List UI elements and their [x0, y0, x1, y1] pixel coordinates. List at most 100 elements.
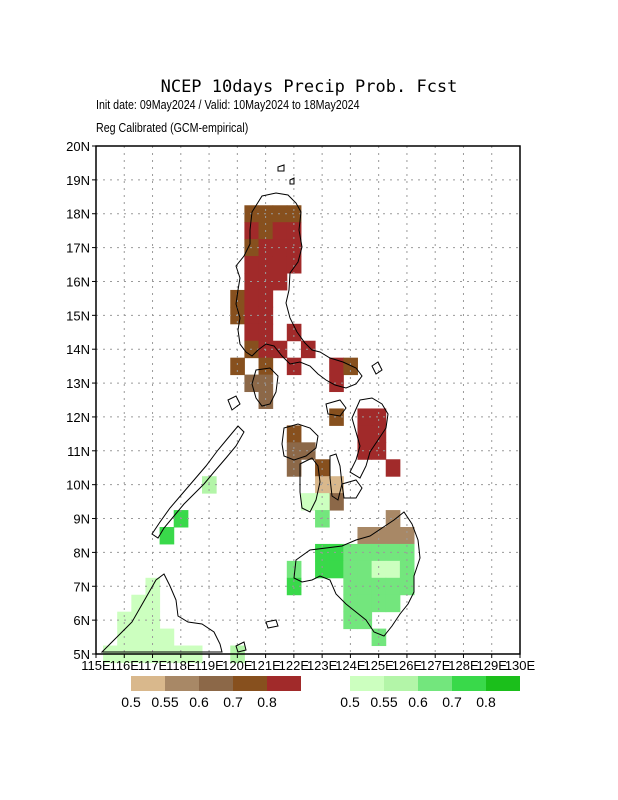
x-tick-label: 117E [138, 658, 168, 673]
y-tick-label: 6N [73, 613, 90, 628]
axis-ticks: 115E116E117E118E119E120E121E122E123E124E… [66, 139, 535, 673]
x-tick-label: 124E [335, 658, 366, 673]
x-tick-label: 121E [250, 658, 281, 673]
probability-cells-layer [103, 205, 415, 663]
y-tick-label: 20N [66, 139, 90, 154]
wet-legend-swatch [452, 676, 486, 691]
y-tick-label: 9N [73, 512, 90, 527]
wet-prob-cell [357, 577, 373, 596]
dry-legend-swatch [199, 676, 233, 691]
wet-prob-cell [286, 560, 302, 579]
y-tick-label: 19N [66, 173, 90, 188]
dry-prob-cell [244, 222, 260, 240]
coastline-mindanao [293, 511, 421, 637]
y-tick-label: 16N [66, 274, 90, 289]
coastline-babuyan [277, 164, 285, 172]
dry-prob-cell [258, 323, 274, 342]
x-tick-label: 128E [448, 658, 479, 673]
dry-legend-swatch [233, 676, 267, 691]
dry-prob-cell [258, 357, 274, 376]
x-tick-label: 115E [81, 658, 111, 673]
wet-prob-cell [300, 493, 316, 511]
dry-prob-cell [329, 374, 344, 393]
dry-prob-cell [286, 357, 302, 376]
dry-legend-label: 0.5 [121, 694, 141, 710]
dry-prob-cell [300, 340, 316, 359]
wet-prob-cell [145, 594, 161, 613]
x-tick-label: 120E [222, 658, 253, 673]
wet-legend-swatch [486, 676, 520, 691]
dry-legend-swatch [131, 676, 165, 691]
dry-prob-cell [357, 408, 373, 426]
x-tick-label: 127E [420, 658, 451, 673]
wet-prob-cell [159, 628, 175, 647]
dry-prob-cell [244, 289, 260, 308]
dry-prob-cell [357, 442, 373, 460]
coastline-palawan [151, 425, 245, 539]
wet-prob-cell [329, 543, 344, 562]
x-tick-label: 118E [166, 658, 196, 673]
wet-prob-cell [357, 560, 373, 579]
dry-prob-cell [272, 222, 288, 240]
dry-prob-cell [230, 289, 245, 308]
y-tick-label: 11N [67, 444, 90, 459]
map-frame [95, 145, 521, 655]
wet-prob-cell [371, 560, 387, 579]
wet-prob-cell [315, 493, 330, 511]
coastline-luzon [235, 192, 363, 389]
wet-prob-cell [343, 611, 358, 630]
wet-prob-cell [399, 577, 415, 596]
coastline-sulu [235, 641, 247, 653]
x-tick-label: 122E [279, 658, 310, 673]
dry-legend-label: 0.7 [223, 694, 243, 710]
coastline-negros [299, 457, 321, 513]
dry-prob-cell [286, 442, 302, 460]
dry-prob-cell [385, 527, 401, 545]
y-tick-label: 15N [66, 308, 90, 323]
y-tick-label: 14N [66, 342, 90, 357]
dry-prob-cell [371, 408, 387, 426]
coastline-cebu [329, 453, 343, 501]
dry-prob-cell [371, 527, 387, 545]
dry-prob-cell [286, 256, 302, 274]
gridlines [96, 146, 520, 654]
wet-prob-cell [131, 594, 146, 613]
x-tick-label: 119E [194, 658, 224, 673]
wet-prob-cell [385, 543, 401, 562]
wet-legend-label: 0.8 [476, 694, 496, 710]
dry-prob-cell [371, 442, 387, 460]
wet-prob-cell [357, 543, 373, 562]
dry-prob-cell [399, 527, 415, 545]
color-legends: 0.5 0.55 0.6 0.7 0.8 0.5 0.55 0.6 0.7 0.8 [121, 676, 520, 710]
wet-prob-cell [385, 577, 401, 596]
dry-legend-label: 0.55 [151, 694, 178, 710]
wet-prob-cell [385, 594, 401, 613]
wet-legend-label: 0.5 [340, 694, 360, 710]
dry-prob-cell [258, 289, 274, 308]
x-tick-label: 125E [363, 658, 394, 673]
page-title: NCEP 10days Precip Prob. Fcst [160, 77, 458, 97]
dry-legend-swatch [165, 676, 199, 691]
dry-prob-cell [272, 256, 288, 274]
coastline-batanes [289, 177, 295, 185]
wet-prob-cell [315, 560, 330, 579]
y-tick-label: 5N [73, 647, 90, 662]
wet-legend-swatch [384, 676, 418, 691]
wet-legend-swatch [350, 676, 384, 691]
x-tick-label: 123E [307, 658, 338, 673]
wet-legend-label: 0.55 [370, 694, 397, 710]
y-tick-label: 13N [66, 376, 90, 391]
plot-border [95, 145, 521, 655]
x-tick-label: 116E [110, 658, 140, 673]
dry-prob-cell [244, 323, 260, 342]
coastline-masbate [325, 399, 347, 417]
dry-prob-cell [329, 493, 344, 511]
y-tick-label: 8N [73, 545, 90, 560]
dry-prob-cell [357, 425, 373, 443]
y-tick-label: 12N [66, 410, 90, 425]
wet-legend-label: 0.6 [408, 694, 428, 710]
init-valid-date-subtitle: Init date: 09May2024 / Valid: 10May2024 … [96, 97, 360, 112]
dry-prob-cell [230, 357, 245, 376]
y-tick-label: 18N [66, 207, 90, 222]
x-tick-label: 126E [392, 658, 423, 673]
